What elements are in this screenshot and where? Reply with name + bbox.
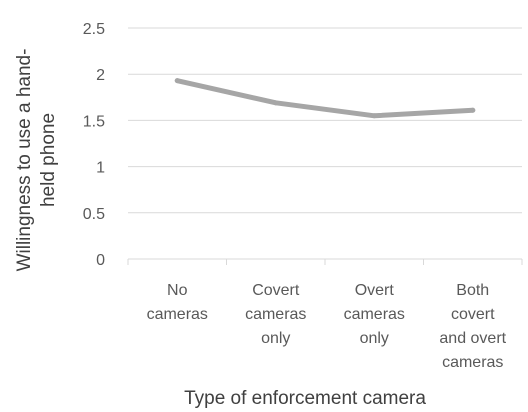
y-tick-label: 2: [96, 67, 105, 84]
y-tick-label: 0.5: [83, 206, 105, 223]
y-tick-label: 1.5: [83, 113, 105, 130]
x-tick-label: Covert cameras only: [245, 282, 306, 347]
data-point: [470, 107, 476, 113]
y-tick-label: 2.5: [83, 21, 105, 38]
y-tick-label: 1: [96, 160, 105, 177]
x-tick-label: Overt cameras only: [344, 282, 405, 347]
x-axis-title: Type of enforcement camera: [184, 388, 426, 409]
x-tick-labels: No cameras Covert cameras only Overt cameras on…: [147, 282, 507, 371]
axes: [127, 258, 523, 265]
x-tick-label: Both covert and overt cameras: [439, 282, 506, 371]
y-tick-labels: 0 0.5 1 1.5 2 2.5: [83, 21, 105, 269]
data-point: [273, 100, 279, 106]
x-tick-label: No cameras: [147, 282, 208, 323]
data-point: [371, 113, 377, 119]
series-line: [174, 78, 476, 119]
y-tick-label: 0: [96, 252, 105, 269]
data-point: [174, 78, 180, 84]
y-axis-title: Willingness to use a hand-held phone: [14, 49, 59, 272]
gridlines: [128, 27, 522, 214]
series: [174, 78, 476, 119]
